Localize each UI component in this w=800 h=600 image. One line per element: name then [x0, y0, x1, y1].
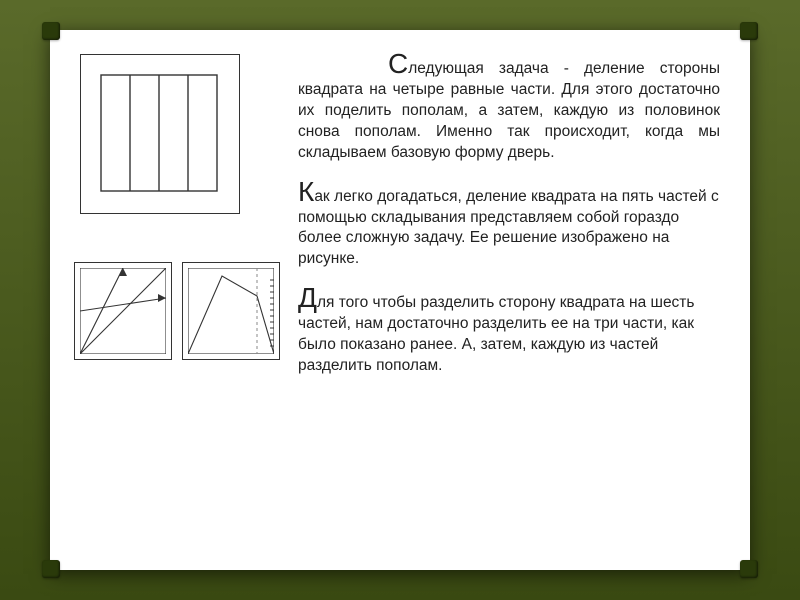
- figure-2a: [74, 262, 172, 360]
- dropcap-2: К: [298, 176, 314, 207]
- corner-pin-br: [740, 560, 758, 578]
- dropcap-1: С: [388, 48, 408, 79]
- figures-column: [70, 50, 280, 550]
- corner-pin-bl: [42, 560, 60, 578]
- paragraph-3: Для того чтобы разделить сторону квадрат…: [298, 284, 720, 377]
- content-row: Следующая задача - деление стороны квадр…: [70, 50, 720, 550]
- dropcap-3: Д: [298, 282, 317, 313]
- text-column: Следующая задача - деление стороны квадр…: [298, 50, 720, 550]
- p2-text: ак легко догадаться, деление квадрата на…: [298, 188, 719, 268]
- paragraph-2: Как легко догадаться, деление квадрата н…: [298, 178, 720, 271]
- figure2a-svg: [80, 268, 166, 354]
- paragraph-1: Следующая задача - деление стороны квадр…: [298, 50, 720, 164]
- corner-pin-tr: [740, 22, 758, 40]
- figure-fifth-division-row: [74, 262, 280, 360]
- slide-card: Следующая задача - деление стороны квадр…: [50, 30, 750, 570]
- p1-text: ледующая задача - деление стороны квадра…: [298, 60, 720, 161]
- figure2b-svg: [188, 268, 274, 354]
- figure-quarter-division: [80, 54, 240, 214]
- figure1-svg: [89, 63, 229, 203]
- p3-text: ля того чтобы разделить сторону квадрата…: [298, 294, 695, 374]
- corner-pin-tl: [42, 22, 60, 40]
- figure-2b: [182, 262, 280, 360]
